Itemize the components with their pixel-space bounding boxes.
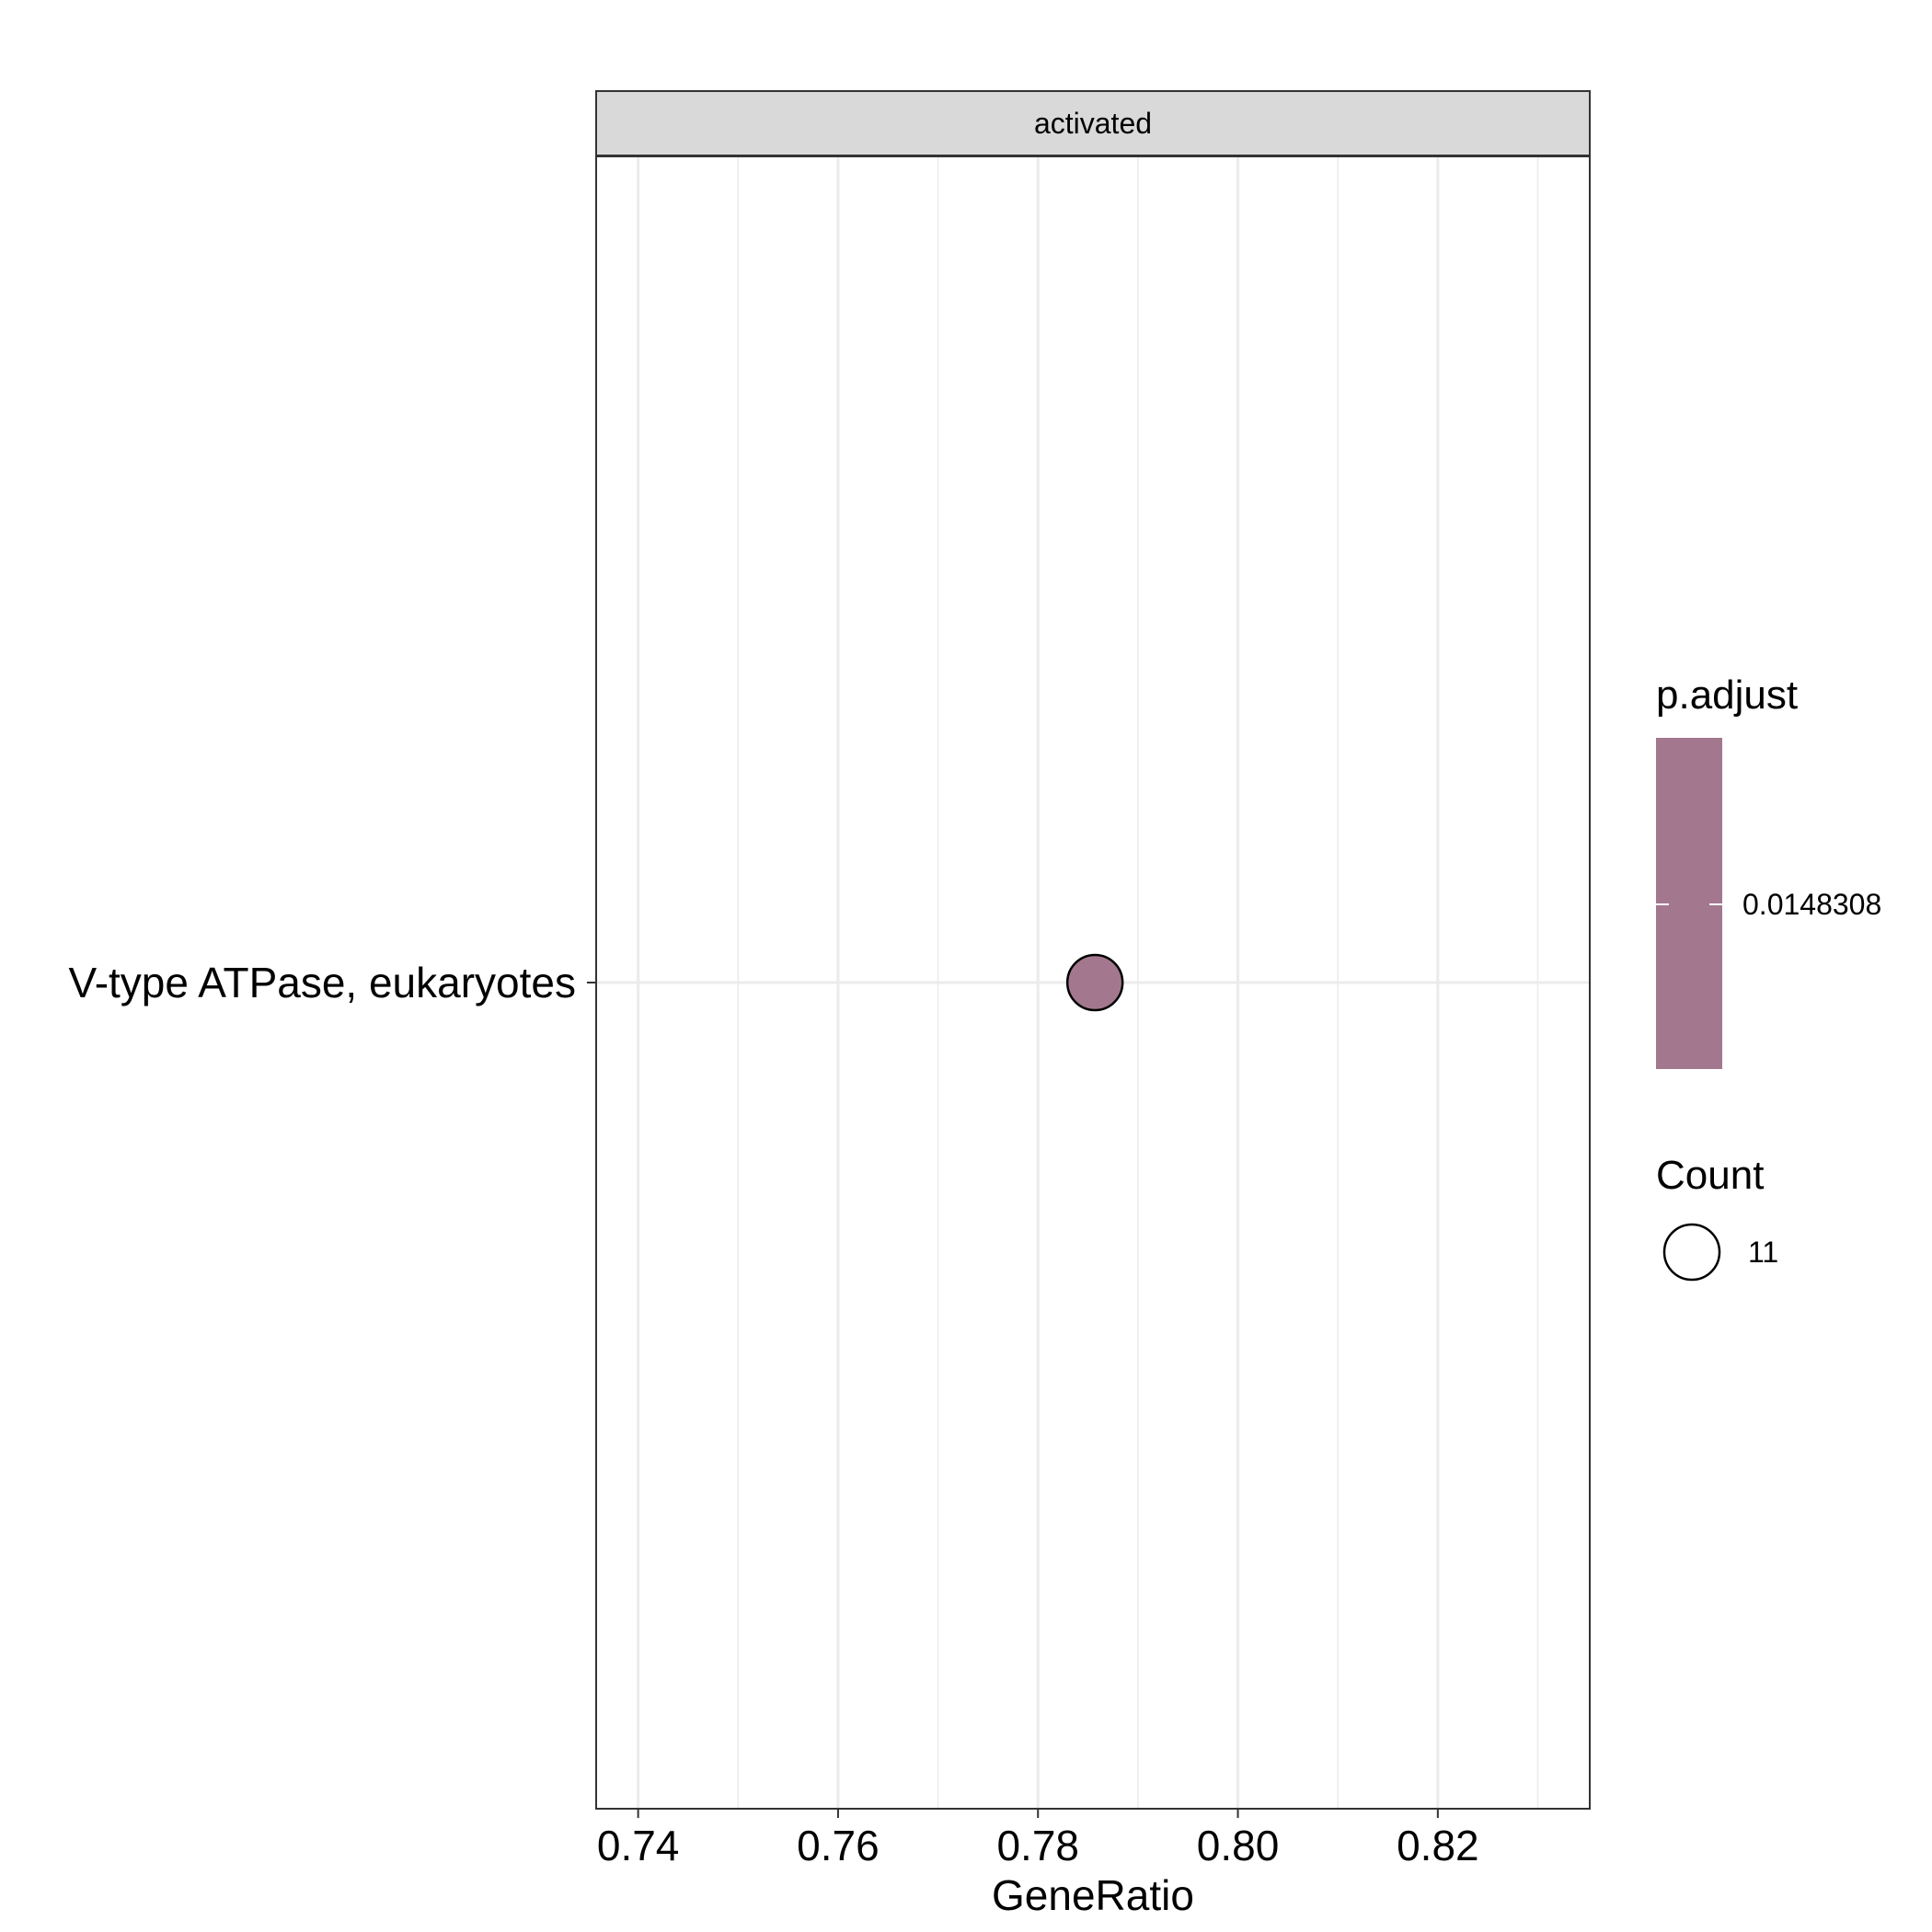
x-axis-tick-label: 0.76 bbox=[797, 1822, 880, 1869]
facet-strip-label: activated bbox=[1034, 107, 1152, 140]
y-axis: V-type ATPase, eukaryotes bbox=[69, 959, 596, 1006]
legend-count-key bbox=[1662, 1223, 1721, 1282]
x-axis-tick-label: 0.74 bbox=[597, 1822, 680, 1869]
legend-count: Count 11 bbox=[1656, 1153, 1778, 1282]
legend-colorbar-label: 0.0148308 bbox=[1742, 888, 1881, 921]
legend-count-label: 11 bbox=[1748, 1236, 1778, 1269]
legend-count-title: Count bbox=[1656, 1153, 1764, 1198]
y-axis-tick-label: V-type ATPase, eukaryotes bbox=[69, 959, 576, 1006]
x-axis: 0.74 0.76 0.78 0.80 0.82 bbox=[597, 1809, 1479, 1869]
facet-strip-background bbox=[595, 90, 1591, 156]
x-axis-tick-label: 0.78 bbox=[996, 1822, 1079, 1869]
x-axis-tick-label: 0.80 bbox=[1197, 1822, 1280, 1869]
x-axis-tick-label: 0.82 bbox=[1397, 1822, 1479, 1869]
facet-strip: activated bbox=[595, 90, 1591, 156]
x-axis-title: GeneRatio bbox=[992, 1871, 1194, 1919]
data-point bbox=[1065, 953, 1124, 1012]
legend-p-adjust: p.adjust 0.0148308 bbox=[1656, 673, 1881, 1069]
legend-p-adjust-title: p.adjust bbox=[1656, 673, 1798, 718]
data-points bbox=[1065, 953, 1124, 1012]
